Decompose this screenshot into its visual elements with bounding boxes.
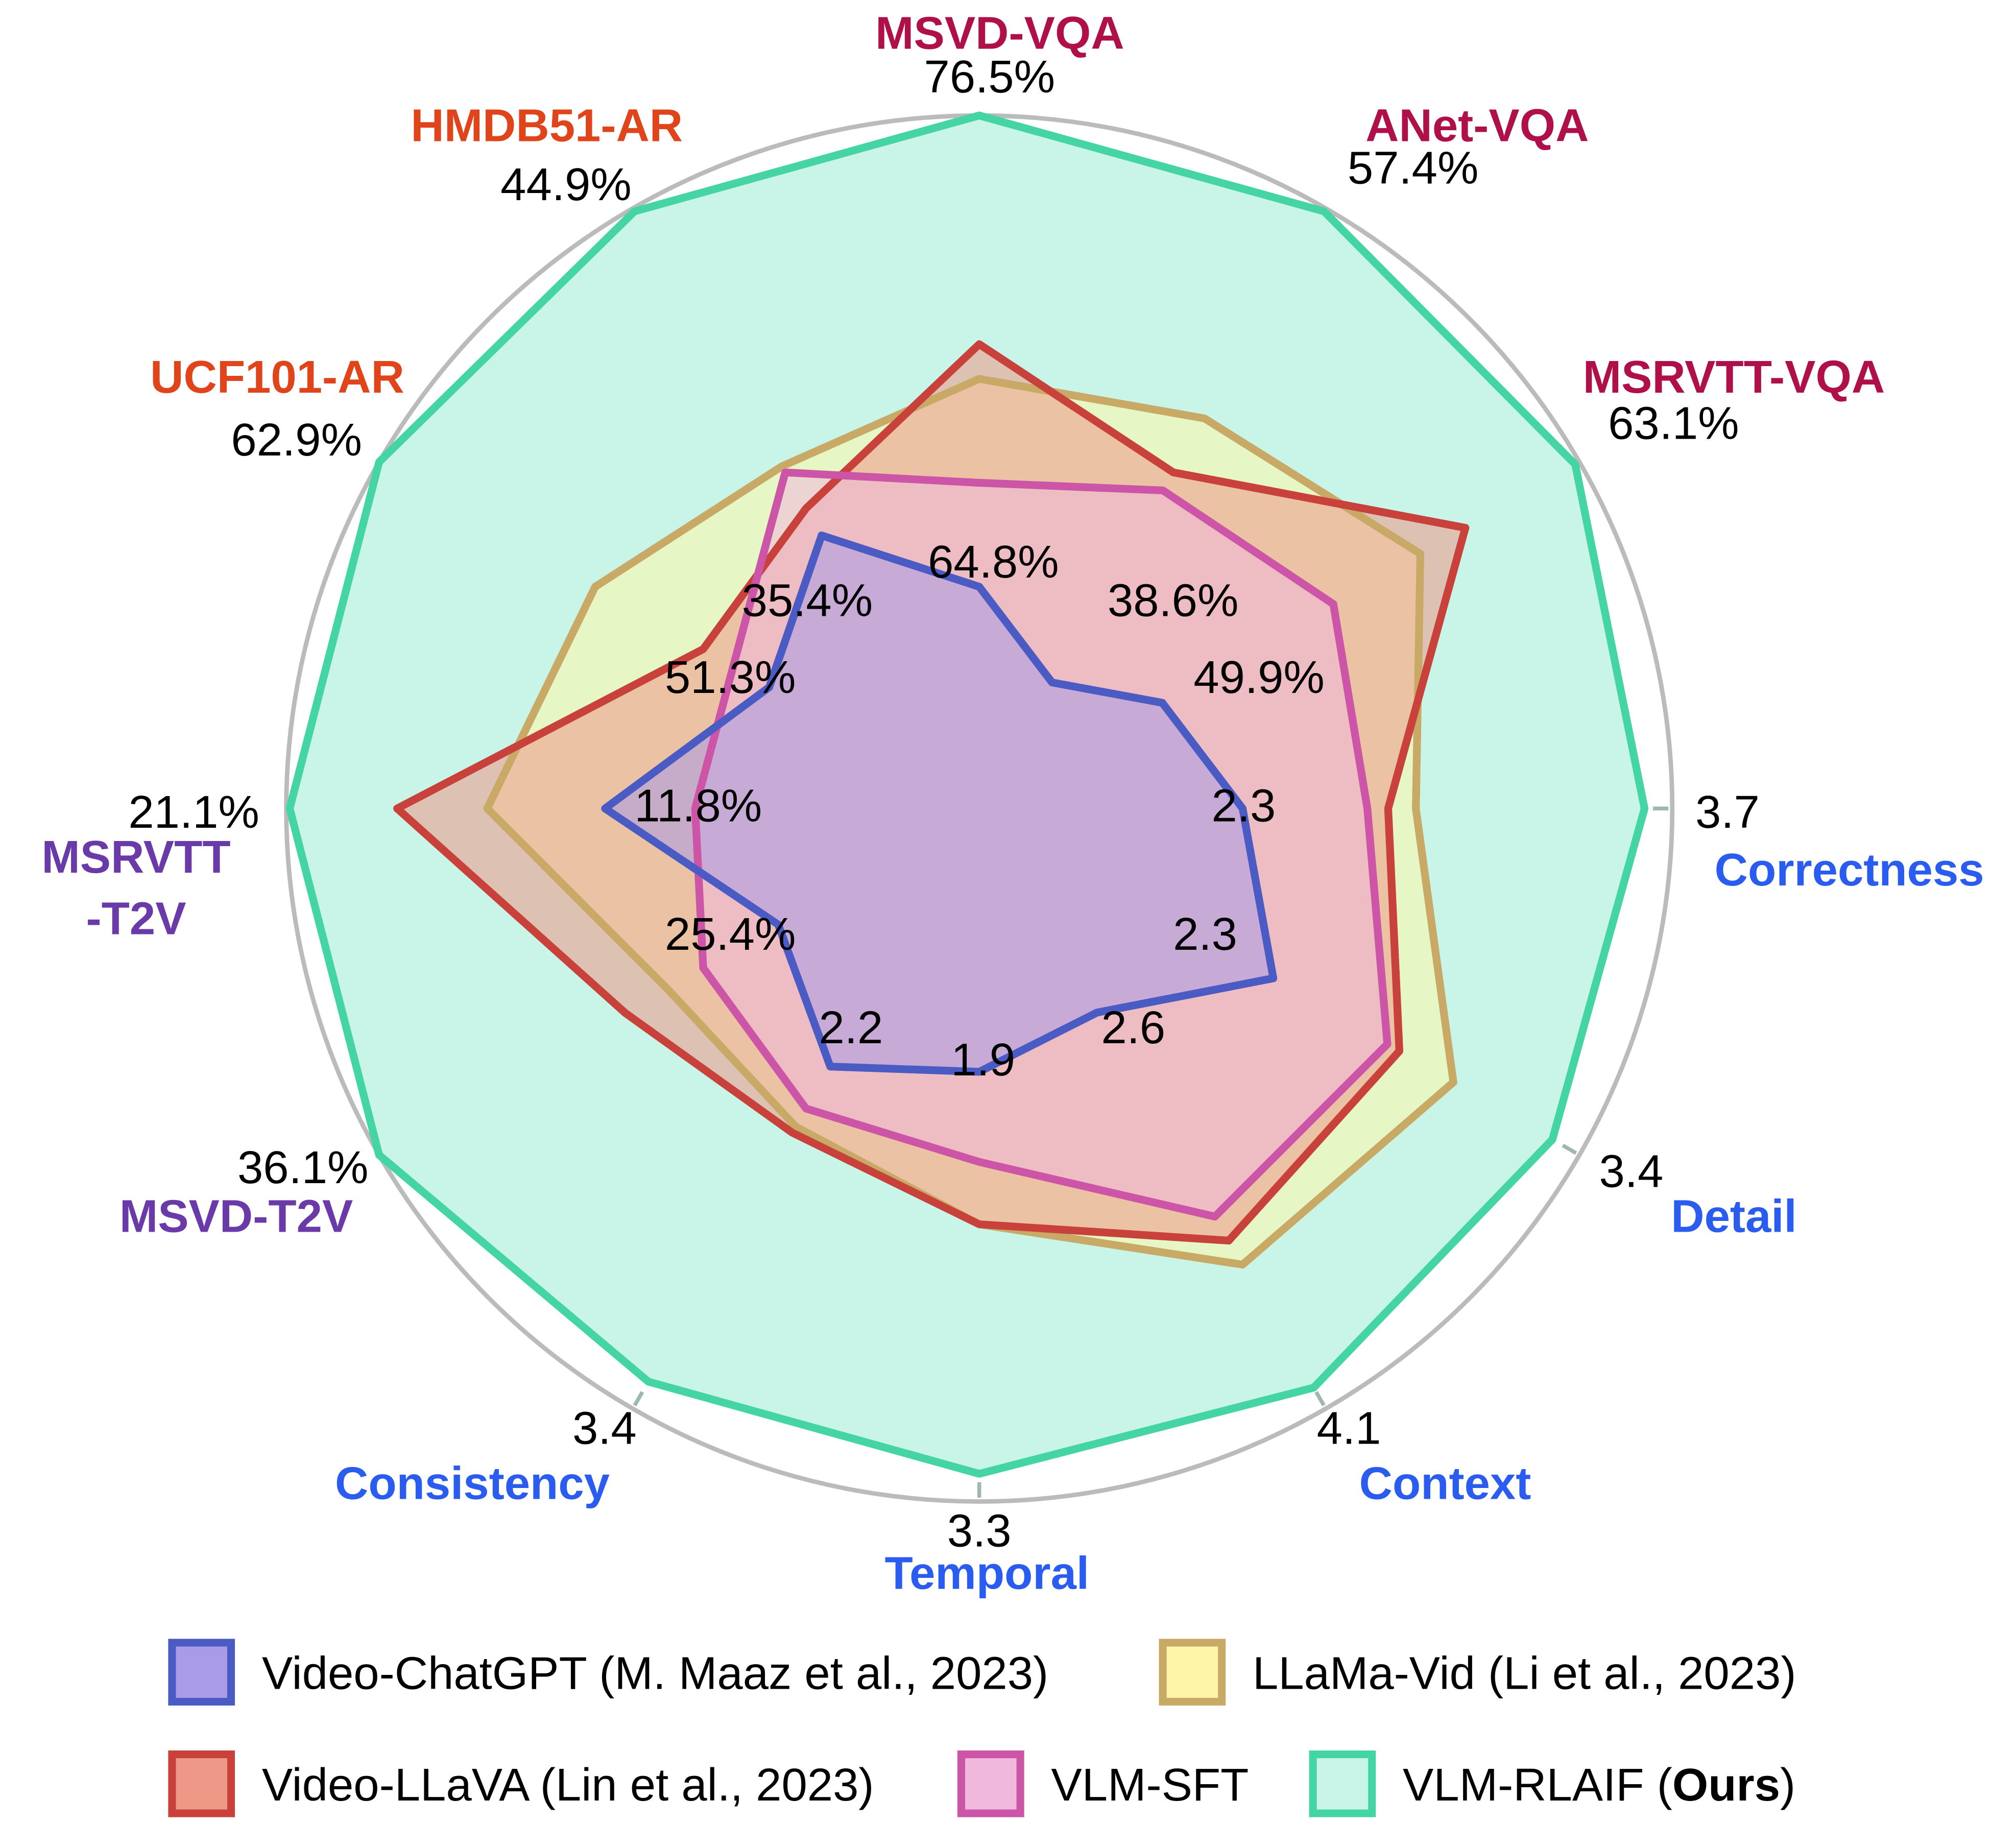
baseline-value-label: 2.2 bbox=[819, 1002, 883, 1053]
axis-name-label: UCF101-AR bbox=[150, 351, 404, 403]
series-polygons bbox=[285, 111, 1649, 1478]
axis-name-line: -T2V bbox=[86, 893, 186, 945]
axis-name-line: MSRVTT bbox=[41, 831, 230, 883]
series-outline bbox=[691, 468, 1392, 1221]
max-value-label: 3.7 bbox=[1695, 786, 1760, 838]
baseline-value-label: 38.6% bbox=[1108, 574, 1239, 626]
legend-label-suffix: ) bbox=[1780, 1759, 1795, 1811]
axis-name-label: ANet-VQA bbox=[1365, 100, 1589, 151]
max-value-label: 57.4% bbox=[1348, 142, 1479, 194]
legend-label: Video-LLaVA (Lin et al., 2023) bbox=[262, 1759, 874, 1811]
legend-item: VLM-SFT bbox=[957, 1750, 1249, 1817]
max-value-label: 3.4 bbox=[572, 1402, 637, 1454]
baseline-value-label: 11.8% bbox=[634, 780, 762, 831]
max-value-label: 3.3 bbox=[947, 1505, 1012, 1556]
baseline-value-label: 25.4% bbox=[665, 908, 796, 960]
max-value-label: 36.1% bbox=[237, 1142, 369, 1193]
axis-name-label: Temporal bbox=[885, 1547, 1089, 1599]
legend-item: Video-LLaVA (Lin et al., 2023) bbox=[168, 1750, 874, 1817]
max-value-label: 76.5% bbox=[924, 51, 1056, 103]
axis-name-label: Correctness bbox=[1715, 844, 1984, 896]
legend-label: VLM-RLAIF (Ours) bbox=[1403, 1759, 1795, 1811]
legend-swatch bbox=[168, 1750, 235, 1817]
legend-swatch bbox=[1309, 1750, 1376, 1817]
axis-name-label: Context bbox=[1359, 1457, 1531, 1509]
max-value-label: 3.4 bbox=[1599, 1146, 1664, 1197]
baseline-value-label: 49.9% bbox=[1193, 652, 1325, 703]
legend-item: LLaMa-Vid (Li et al., 2023) bbox=[1159, 1639, 1796, 1706]
legend-swatch bbox=[1159, 1639, 1226, 1706]
legend-label-bold: Ours bbox=[1672, 1759, 1780, 1811]
max-value-label: 44.9% bbox=[500, 159, 632, 210]
axis-name-label: Detail bbox=[1671, 1191, 1796, 1242]
baseline-value-label: 2.3 bbox=[1173, 908, 1237, 960]
axis-name-label: Consistency bbox=[335, 1457, 610, 1509]
legend-label: LLaMa-Vid (Li et al., 2023) bbox=[1253, 1647, 1796, 1699]
baseline-value-label: 1.9 bbox=[951, 1034, 1015, 1086]
baseline-value-label: 64.8% bbox=[928, 536, 1059, 588]
axis-name-label: HMDB51-AR bbox=[411, 100, 683, 151]
legend-label: Video-ChatGPT (M. Maaz et al., 2023) bbox=[262, 1647, 1048, 1699]
axis-name-label: MSRVTT-VQA bbox=[1583, 351, 1885, 403]
axis-labels: 76.5%MSVD-VQA 64.8% 57.4%ANet-VQA 38.6% 63.1… bbox=[41, 8, 1984, 1599]
baseline-value-label: 35.4% bbox=[742, 574, 873, 626]
baseline-value-label: 2.3 bbox=[1212, 780, 1276, 831]
series-outline bbox=[601, 532, 1278, 1076]
max-value-label: 4.1 bbox=[1317, 1402, 1381, 1454]
legend-swatch bbox=[168, 1639, 235, 1706]
series-outline bbox=[285, 111, 1649, 1478]
legend-label-text: VLM-RLAIF ( bbox=[1403, 1759, 1672, 1811]
baseline-value-label: 51.3% bbox=[665, 652, 796, 703]
axis-name-label: MSRVTT -T2V bbox=[41, 831, 230, 945]
legend: Video-ChatGPT (M. Maaz et al., 2023) LLaM… bbox=[168, 1639, 1796, 1817]
legend-label: VLM-SFT bbox=[1051, 1759, 1249, 1811]
legend-swatch bbox=[957, 1750, 1024, 1817]
legend-item: VLM-RLAIF (Ours) bbox=[1309, 1750, 1795, 1817]
max-value-label: 63.1% bbox=[1608, 398, 1739, 449]
series-outline bbox=[393, 340, 1470, 1245]
axis-name-label: MSVD-T2V bbox=[119, 1191, 353, 1242]
max-value-label: 62.9% bbox=[231, 414, 362, 466]
baseline-value-label: 2.6 bbox=[1101, 1002, 1165, 1053]
max-value-label: 21.1% bbox=[128, 786, 259, 838]
axis-name-label: MSVD-VQA bbox=[875, 8, 1124, 59]
legend-item: Video-ChatGPT (M. Maaz et al., 2023) bbox=[168, 1639, 1048, 1706]
